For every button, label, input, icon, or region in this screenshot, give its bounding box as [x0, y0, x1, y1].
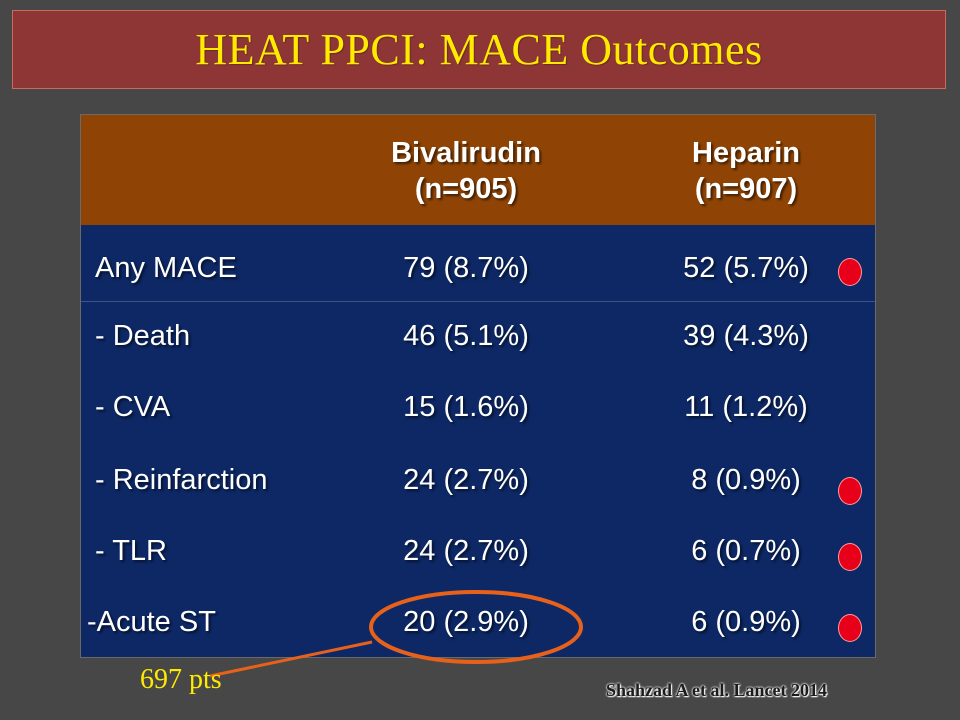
row-label: -Acute ST [87, 606, 216, 638]
header-heparin-name: Heparin [692, 137, 800, 169]
orange-ellipse-highlight-icon [369, 590, 583, 664]
red-dot-marker-icon [838, 543, 862, 571]
callout-line [209, 640, 373, 678]
row-label: Any MACE [95, 252, 237, 284]
heparin-value: 39 (4.3%) [683, 320, 809, 352]
red-dot-marker-icon [838, 477, 862, 505]
red-dot-marker-icon [838, 258, 862, 286]
red-dot-marker-icon [838, 614, 862, 642]
heparin-value: 11 (1.2%) [684, 391, 808, 423]
table-row: -Acute ST 20 (2.9%) 6 (0.9%) [81, 588, 875, 656]
header-bivalirudin-n: (n=905) [414, 173, 518, 205]
table-row: Any MACE 79 (8.7%) 52 (5.7%) [81, 234, 875, 302]
row-label: - CVA [95, 391, 171, 423]
heparin-value: 8 (0.9%) [691, 464, 801, 496]
slide-title: HEAT PPCI: MACE Outcomes [195, 25, 763, 74]
citation: Shahzad A et al. Lancet 2014 [606, 680, 828, 700]
bivalirudin-value: 46 (5.1%) [403, 320, 529, 352]
bivalirudin-value: 79 (8.7%) [403, 252, 529, 284]
bivalirudin-value: 24 (2.7%) [403, 464, 529, 496]
table-header: Bivalirudin (n=905) Heparin (n=907) [81, 115, 875, 225]
row-label: - Reinfarction [95, 464, 268, 496]
bivalirudin-value: 20 (2.9%) [403, 606, 529, 638]
table-row: - Reinfarction 24 (2.7%) 8 (0.9%) [81, 446, 875, 514]
header-heparin-n: (n=907) [694, 173, 798, 205]
header-bivalirudin-name: Bivalirudin [391, 137, 541, 169]
bivalirudin-value: 24 (2.7%) [403, 535, 529, 567]
bivalirudin-value: 15 (1.6%) [403, 391, 529, 423]
table-row: - CVA 15 (1.6%) 11 (1.2%) [81, 373, 875, 441]
heparin-value: 6 (0.9%) [691, 606, 801, 638]
title-banner: HEAT PPCI: MACE Outcomes [12, 10, 946, 89]
heparin-value: 52 (5.7%) [683, 252, 809, 284]
row-label: - TLR [95, 535, 167, 567]
outcomes-table: Bivalirudin (n=905) Heparin (n=907) Any … [80, 114, 876, 658]
header-heparin: Heparin (n=907) [626, 135, 866, 207]
heparin-value: 6 (0.7%) [691, 535, 801, 567]
patients-annotation: 697 pts [140, 664, 222, 695]
table-row: - Death 46 (5.1%) 39 (4.3%) [81, 301, 875, 370]
table-row: - TLR 24 (2.7%) 6 (0.7%) [81, 517, 875, 585]
header-bivalirudin: Bivalirudin (n=905) [346, 135, 586, 207]
row-label: - Death [95, 320, 191, 352]
